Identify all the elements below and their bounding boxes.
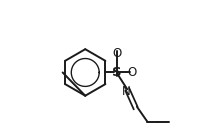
Text: O: O — [127, 66, 136, 79]
Text: S: S — [112, 66, 122, 79]
Text: O: O — [112, 47, 122, 60]
Text: N: N — [122, 85, 130, 98]
